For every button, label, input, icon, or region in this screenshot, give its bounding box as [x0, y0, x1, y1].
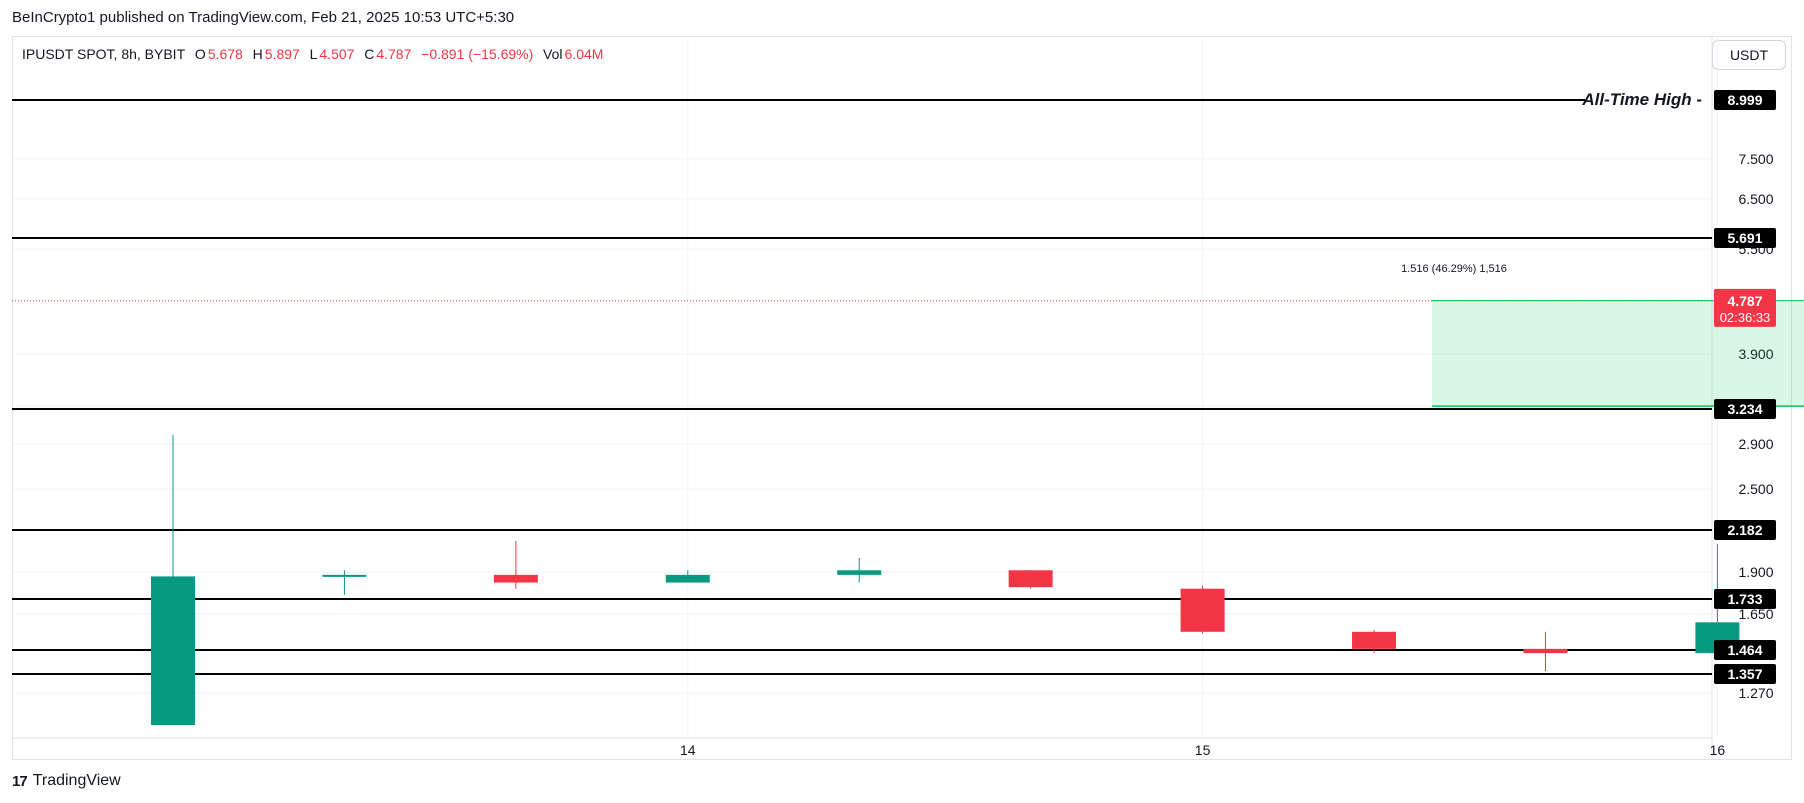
candle-body	[1180, 588, 1225, 632]
level-price-label: 1.357	[1727, 666, 1762, 682]
legend-close-label: C	[364, 46, 375, 62]
time-tick-label: 15	[1195, 742, 1211, 758]
price-tick-label: 2.900	[1738, 436, 1773, 452]
level-price-label: 8.999	[1727, 92, 1762, 108]
price-tick-label: 3.900	[1738, 346, 1773, 362]
price-tick-label: 2.500	[1738, 481, 1773, 497]
candle-body	[322, 574, 367, 577]
tradingview-logo-icon: 17	[12, 772, 28, 790]
legend-high-value: 5.897	[264, 46, 300, 62]
candle-body	[837, 570, 882, 575]
legend-change: −0.891 (−15.69%)	[421, 46, 534, 62]
tradingview-brand: 17 TradingView	[12, 772, 121, 790]
candle-body	[665, 574, 710, 583]
publisher-line: BeInCrypto1 published on TradingView.com…	[12, 9, 515, 26]
legend-high-label: H	[252, 46, 263, 62]
price-tick-label: 7.500	[1738, 151, 1773, 167]
legend-open-value: 5.678	[207, 46, 243, 62]
level-price-tag	[1714, 520, 1776, 540]
level-price-label: 2.182	[1727, 522, 1762, 538]
legend-open-label: O	[194, 46, 206, 62]
time-tick-label: 14	[680, 742, 696, 758]
level-price-tag	[1714, 228, 1776, 248]
candle-body	[493, 574, 538, 583]
level-price-label: 5.691	[1727, 230, 1762, 246]
legend-volume-label: Vol	[543, 46, 563, 62]
legend-low-label: L	[309, 46, 318, 62]
time-tick-label: 16	[1710, 742, 1726, 758]
current-price-tag	[1714, 288, 1776, 327]
level-price-label: 1.464	[1727, 642, 1762, 658]
level-price-tag	[1714, 589, 1776, 609]
level-price-tag	[1714, 664, 1776, 684]
legend-symbol: IPUSDT SPOT, 8h, BYBIT	[22, 46, 186, 62]
candle-body	[1352, 631, 1397, 649]
candle-body	[1008, 570, 1053, 588]
legend-close-value: 4.787	[376, 46, 412, 62]
brand-name: TradingView	[32, 772, 121, 789]
legend-low-value: 4.507	[319, 46, 355, 62]
level-price-tag	[1714, 399, 1776, 419]
level-price-tag	[1714, 640, 1776, 660]
price-tick-label: 1.270	[1738, 685, 1773, 701]
chart-frame	[12, 36, 1792, 760]
legend-volume-value: 6.04M	[564, 46, 604, 62]
price-tick-label: 1.900	[1738, 564, 1773, 580]
measure-label: 1.516 (46.29%) 1,516	[1401, 263, 1507, 275]
bar-countdown-label: 02:36:33	[1720, 310, 1771, 325]
all-time-high-annotation: All-Time High -	[1581, 90, 1702, 109]
candle-body	[151, 576, 195, 725]
ohlc-legend: IPUSDT SPOT, 8h, BYBIT O 5.678 H 5.897 L 4.…	[22, 46, 605, 62]
price-tick-label: 6.500	[1738, 191, 1773, 207]
candle-body	[1523, 648, 1568, 654]
level-price-label: 3.234	[1727, 401, 1762, 417]
current-price-label: 4.787	[1727, 293, 1762, 309]
level-price-tag	[1714, 90, 1776, 110]
level-price-label: 1.733	[1727, 591, 1762, 607]
price-tick-label: 1.650	[1738, 606, 1773, 622]
